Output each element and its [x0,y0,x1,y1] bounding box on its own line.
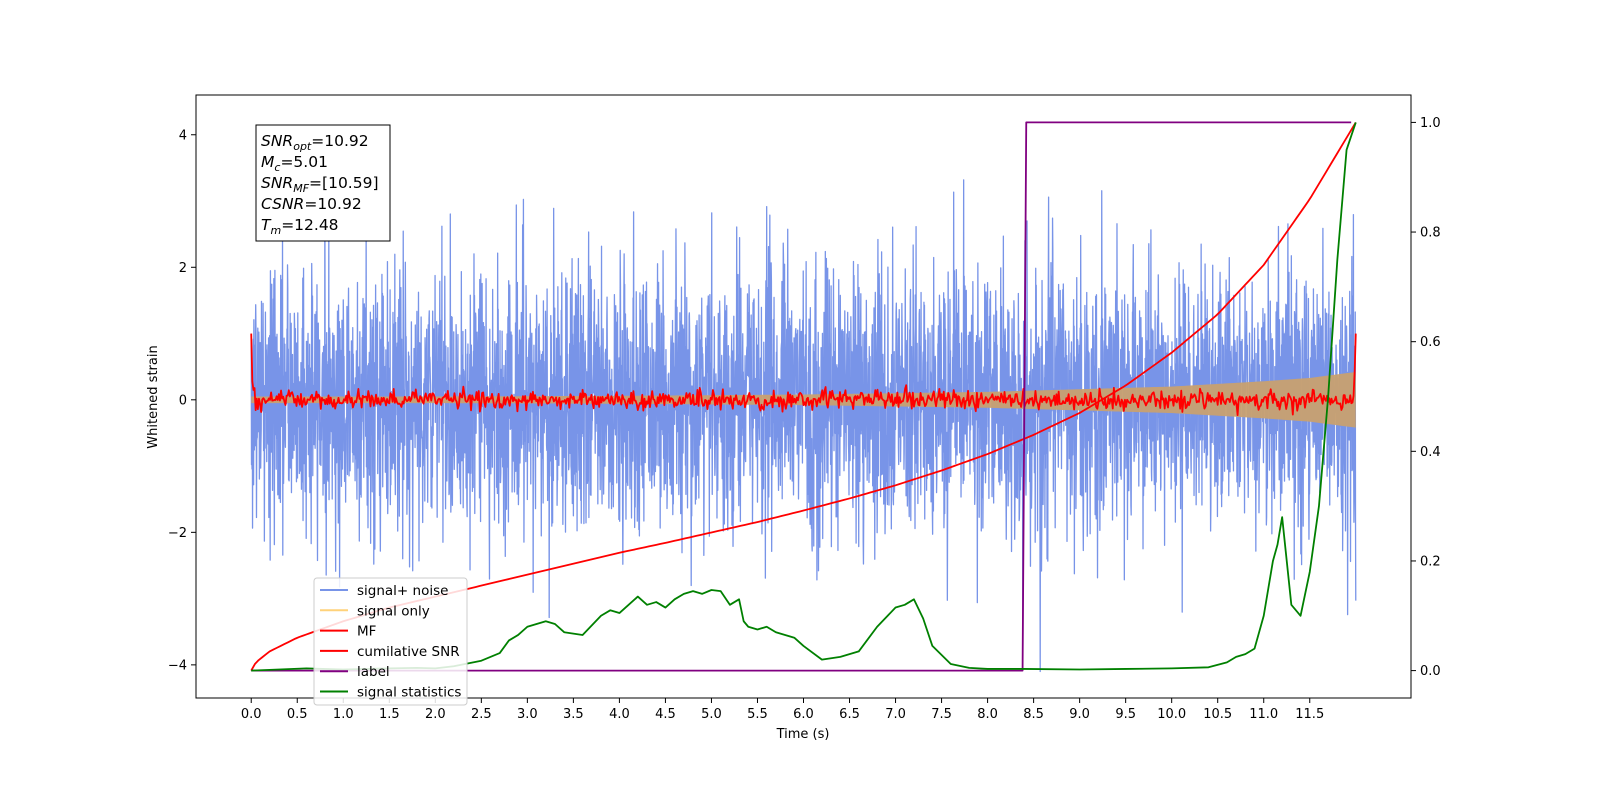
x-tick-label: 6.5 [839,707,860,722]
x-axis: 0.0 0.5 1.0 1.5 2.0 2.5 3.0 3.5 4.0 4.5 5.0 5.5 6.0 6… [241,698,1324,722]
x-tick-label: 5.5 [747,707,768,722]
y-axis-label: Whitened strain [146,345,161,448]
x-tick-label: 7.0 [885,707,906,722]
info-line: CSNR=10.92 [261,195,362,213]
info-symbol: CSNR [261,195,304,213]
x-tick-label: 11.0 [1249,707,1278,722]
info-value: =10.92 [311,132,368,150]
x-tick-label: 10.0 [1157,707,1186,722]
info-box-frame [255,124,391,242]
x-tick-label: 6.0 [793,707,814,722]
x-tick-label: 7.5 [931,707,952,722]
x-tick-label: 3.5 [563,707,584,722]
info-symbol: SNR [261,174,293,192]
y-tick-label: −4 [168,658,187,673]
x-tick-label: 11.5 [1295,707,1324,722]
x-tick-label: 8.0 [977,707,998,722]
y2-tick-label: 1.0 [1420,116,1441,131]
info-symbol: M [261,153,274,171]
series-label [251,121,1352,672]
info-box: SNRopt=10.92Mc=5.01SNRMF=[10.59]CSNR=10.… [255,124,391,242]
series-mf [250,333,1357,417]
legend-label: label [357,664,390,680]
info-line: Mc=5.01 [261,153,328,174]
info-subscript: m [270,224,281,237]
y-tick-label: 2 [179,261,187,276]
x-tick-label: 2.5 [471,707,492,722]
legend: signal+ noise signal only MF cumilative SNR… [313,577,468,706]
x-tick-label: 0.0 [241,707,262,722]
x-tick-label: 9.0 [1069,707,1090,722]
legend-label: cumilative SNR [357,644,460,660]
y2-tick-label: 0.0 [1420,664,1441,679]
x-tick-label: 4.0 [609,707,630,722]
legend-label: MF [357,624,376,640]
info-value: =[10.59] [309,174,378,192]
x-tick-label: 2.0 [425,707,446,722]
legend-label: signal+ noise [357,583,448,599]
legend-label: signal only [357,603,430,619]
x-axis-label: Time (s) [776,727,830,742]
y2-tick-label: 0.6 [1420,335,1441,350]
x-tick-label: 3.0 [517,707,538,722]
y2-tick-label: 0.8 [1420,226,1441,241]
y2-tick-label: 0.4 [1420,445,1441,460]
x-tick-label: 4.5 [655,707,676,722]
info-line: SNRopt=10.92 [261,132,369,153]
legend-frame [313,577,468,706]
info-value: =12.48 [281,216,338,234]
x-tick-label: 1.0 [333,707,354,722]
legend-label: signal statistics [357,685,461,701]
info-subscript: MF [293,182,309,195]
x-tick-label: 9.5 [1115,707,1136,722]
y-axis-left: −4 −2 0 2 4 [168,128,196,673]
x-tick-label: 8.5 [1023,707,1044,722]
y-axis-right: 0.0 0.2 0.4 0.6 0.8 1.0 [1411,116,1441,679]
x-tick-label: 10.5 [1203,707,1232,722]
info-value: =10.92 [304,195,361,213]
y-tick-label: −2 [168,526,187,541]
info-subscript: opt [293,140,312,153]
info-value: =5.01 [280,153,328,171]
x-tick-label: 1.5 [379,707,400,722]
info-line: SNRMF=[10.59] [261,174,379,195]
info-subscript: c [274,161,280,174]
x-tick-label: 0.5 [287,707,308,722]
series-signal-noise [250,179,1357,673]
y-tick-label: 0 [179,393,187,408]
info-line: Tm=12.48 [261,216,339,237]
series-signal-statistics [251,122,1357,672]
y-tick-label: 4 [179,128,187,143]
info-symbol: SNR [261,132,293,150]
info-symbol: T [261,216,272,234]
y2-tick-label: 0.2 [1420,554,1441,569]
x-tick-label: 5.0 [701,707,722,722]
